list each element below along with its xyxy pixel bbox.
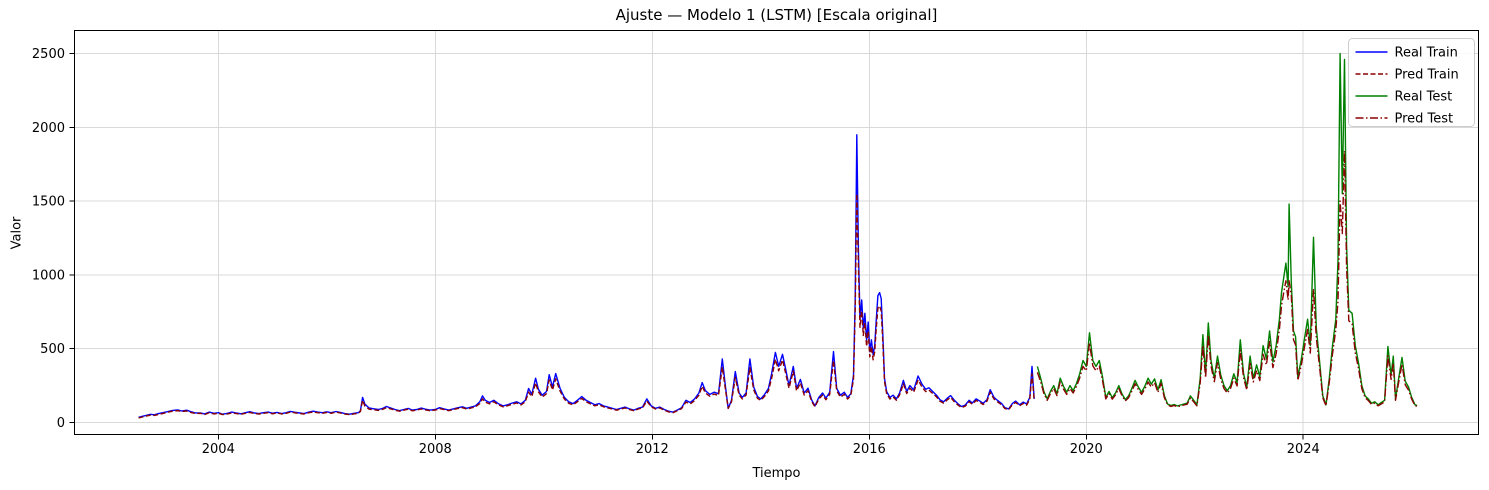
legend-item-pred-train: Pred Train — [1355, 68, 1459, 83]
y-tick-label: 0 — [57, 416, 65, 431]
series-group — [138, 52, 1418, 419]
y-tick-label: 1500 — [32, 195, 65, 210]
y-tick-label: 1000 — [32, 268, 65, 283]
y-axis-label: Valor — [9, 216, 25, 250]
y-tick-label: 2500 — [32, 47, 65, 62]
axes-frame — [74, 30, 1479, 435]
x-tick-label: 2016 — [853, 442, 886, 457]
x-tick-label: 2020 — [1070, 442, 1103, 457]
y-tick-label: 2000 — [32, 121, 65, 136]
legend-label: Real Test — [1395, 90, 1453, 105]
legend-label: Pred Train — [1395, 68, 1459, 83]
legend-item-pred-test: Pred Test — [1355, 112, 1454, 127]
legend-item-real-train: Real Train — [1355, 46, 1458, 61]
ticks: 2004 2008 2012 2016 2020 2024 0 500 1000 1500 2000… — [32, 47, 1320, 457]
legend-label: Real Train — [1395, 46, 1458, 61]
series-pred-train — [138, 193, 1035, 419]
x-tick-label: 2008 — [419, 442, 452, 457]
x-tick-label: 2004 — [202, 442, 235, 457]
x-axis-label: Tiempo — [752, 466, 801, 481]
chart-title: Ajuste — Modelo 1 (LSTM) [Escala origina… — [615, 6, 938, 24]
legend-label: Pred Test — [1395, 112, 1454, 127]
x-tick-label: 2024 — [1287, 442, 1320, 457]
legend-item-real-test: Real Test — [1355, 90, 1453, 105]
grid — [74, 30, 1479, 435]
x-tick-label: 2012 — [636, 442, 669, 457]
series-real-train — [138, 134, 1035, 418]
y-tick-label: 500 — [40, 342, 65, 357]
series-pred-test — [1036, 150, 1418, 408]
legend: Real Train Pred Train Real Test Pred Test — [1348, 38, 1475, 127]
